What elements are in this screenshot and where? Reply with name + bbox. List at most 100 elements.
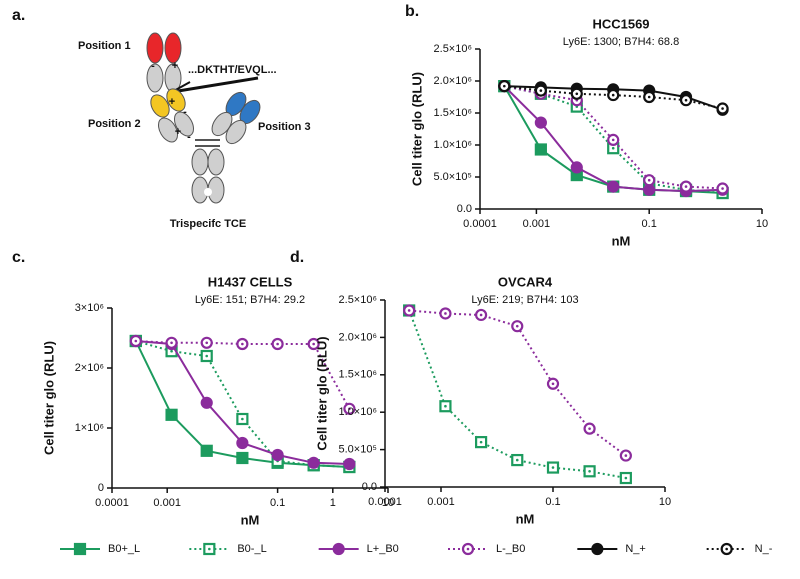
data-point (546, 377, 560, 390)
chart-subtitle: Ly6E: 1300; B7H4: 68.8 (563, 36, 679, 48)
data-point (165, 336, 178, 349)
data-point (643, 174, 656, 187)
y-tick-label: 2.0×10⁶ (339, 331, 377, 343)
marker-dot (479, 313, 483, 317)
legend-label: B0+_L (108, 543, 140, 555)
data-point (511, 453, 524, 467)
data-point (200, 396, 213, 409)
marker-dot (515, 458, 519, 462)
marker-dot (170, 341, 173, 345)
marker-shape (343, 457, 356, 471)
marker-dot (684, 98, 688, 102)
charge-sign: - (187, 131, 191, 143)
x-tick-label: 10 (382, 497, 394, 509)
y-axis-label: Cell titer glo (RLU) (409, 72, 424, 186)
data-point (643, 183, 656, 196)
marker-dot (205, 341, 209, 345)
x-tick-label: 0.0001 (368, 496, 402, 508)
data-point (343, 457, 356, 471)
marker-dot (241, 342, 244, 346)
marker-shape (534, 143, 547, 156)
y-tick-label: 5.0×10⁵ (433, 171, 472, 183)
data-point (643, 90, 656, 104)
y-tick-label: 1×10⁶ (75, 422, 104, 434)
y-tick-label: 0 (98, 482, 104, 494)
marker-dot (721, 187, 724, 190)
marker-shape (534, 116, 547, 129)
panel-label: c. (12, 249, 25, 266)
data-point (570, 87, 583, 100)
marker-shape (165, 408, 178, 421)
legend-marker (591, 542, 604, 556)
data-point (129, 334, 142, 348)
marker-shape (607, 180, 620, 193)
marker-dot (721, 107, 724, 110)
data-point (403, 304, 416, 317)
marker-dot (134, 339, 138, 343)
legend-entry: B0-_L (189, 543, 267, 555)
data-point (534, 84, 547, 97)
data-point (607, 88, 620, 102)
chart-title: OVCAR4 (498, 274, 553, 289)
y-tick-label: 2.5×10⁶ (339, 294, 377, 306)
legend-entry: L-_B0 (448, 543, 525, 555)
marker-dot (276, 342, 279, 346)
data-point (474, 308, 488, 322)
marker-shape (570, 161, 583, 174)
marker-shape (200, 396, 213, 409)
chart-title: HCC1569 (592, 16, 649, 31)
diagram-label: Position 1 (78, 40, 131, 52)
marker-dot (444, 312, 447, 315)
panel-label: a. (12, 7, 25, 24)
marker-dot (170, 349, 173, 353)
marker-shape (332, 542, 345, 556)
data-point (271, 337, 284, 351)
data-point (607, 180, 620, 193)
marker-dot (551, 382, 555, 386)
marker-dot (444, 404, 447, 408)
marker-shape (271, 448, 284, 462)
data-point (439, 400, 452, 413)
diagram-label: Trispecifc TCE (170, 218, 246, 230)
marker-dot (539, 89, 543, 92)
data-point (679, 94, 693, 107)
marker-dot (588, 469, 591, 473)
data-point (619, 471, 632, 485)
marker-shape (591, 542, 604, 556)
x-axis-label: nM (612, 233, 631, 248)
data-point (236, 451, 249, 465)
x-tick-label: 0.1 (545, 496, 560, 508)
marker-dot (208, 547, 211, 551)
charge-sign: - (151, 60, 155, 72)
marker-dot (551, 466, 555, 469)
marker-dot (407, 309, 411, 312)
y-tick-label: 2.0×10⁶ (434, 75, 472, 87)
x-tick-label: 10 (756, 218, 768, 230)
marker-shape (643, 183, 656, 196)
data-point (307, 456, 320, 469)
y-tick-label: 0.0 (362, 481, 377, 493)
legend-label: N_+ (625, 543, 646, 555)
x-tick-label: 0.0001 (463, 218, 497, 230)
y-tick-label: 1.0×10⁶ (434, 139, 472, 151)
legend-marker (73, 542, 87, 556)
y-tick-label: 0.0 (457, 203, 472, 215)
marker-dot (588, 427, 591, 430)
panel-label: d. (290, 249, 304, 266)
marker-dot (647, 95, 651, 99)
charge-sign: + (172, 60, 178, 72)
marker-dot (611, 93, 615, 97)
x-tick-label: 0.1 (642, 218, 657, 230)
panel-label: b. (405, 3, 419, 20)
chart-subtitle: Ly6E: 219; B7H4: 103 (471, 294, 578, 306)
chart-subtitle: Ly6E: 151; B7H4: 29.2 (195, 294, 305, 306)
marker-dot (312, 342, 315, 346)
legend-marker (332, 542, 345, 556)
marker-shape (73, 542, 87, 556)
marker-dot (611, 146, 615, 150)
marker-dot (611, 138, 615, 142)
data-point (439, 307, 452, 320)
marker-dot (348, 407, 351, 411)
data-point (200, 444, 213, 457)
